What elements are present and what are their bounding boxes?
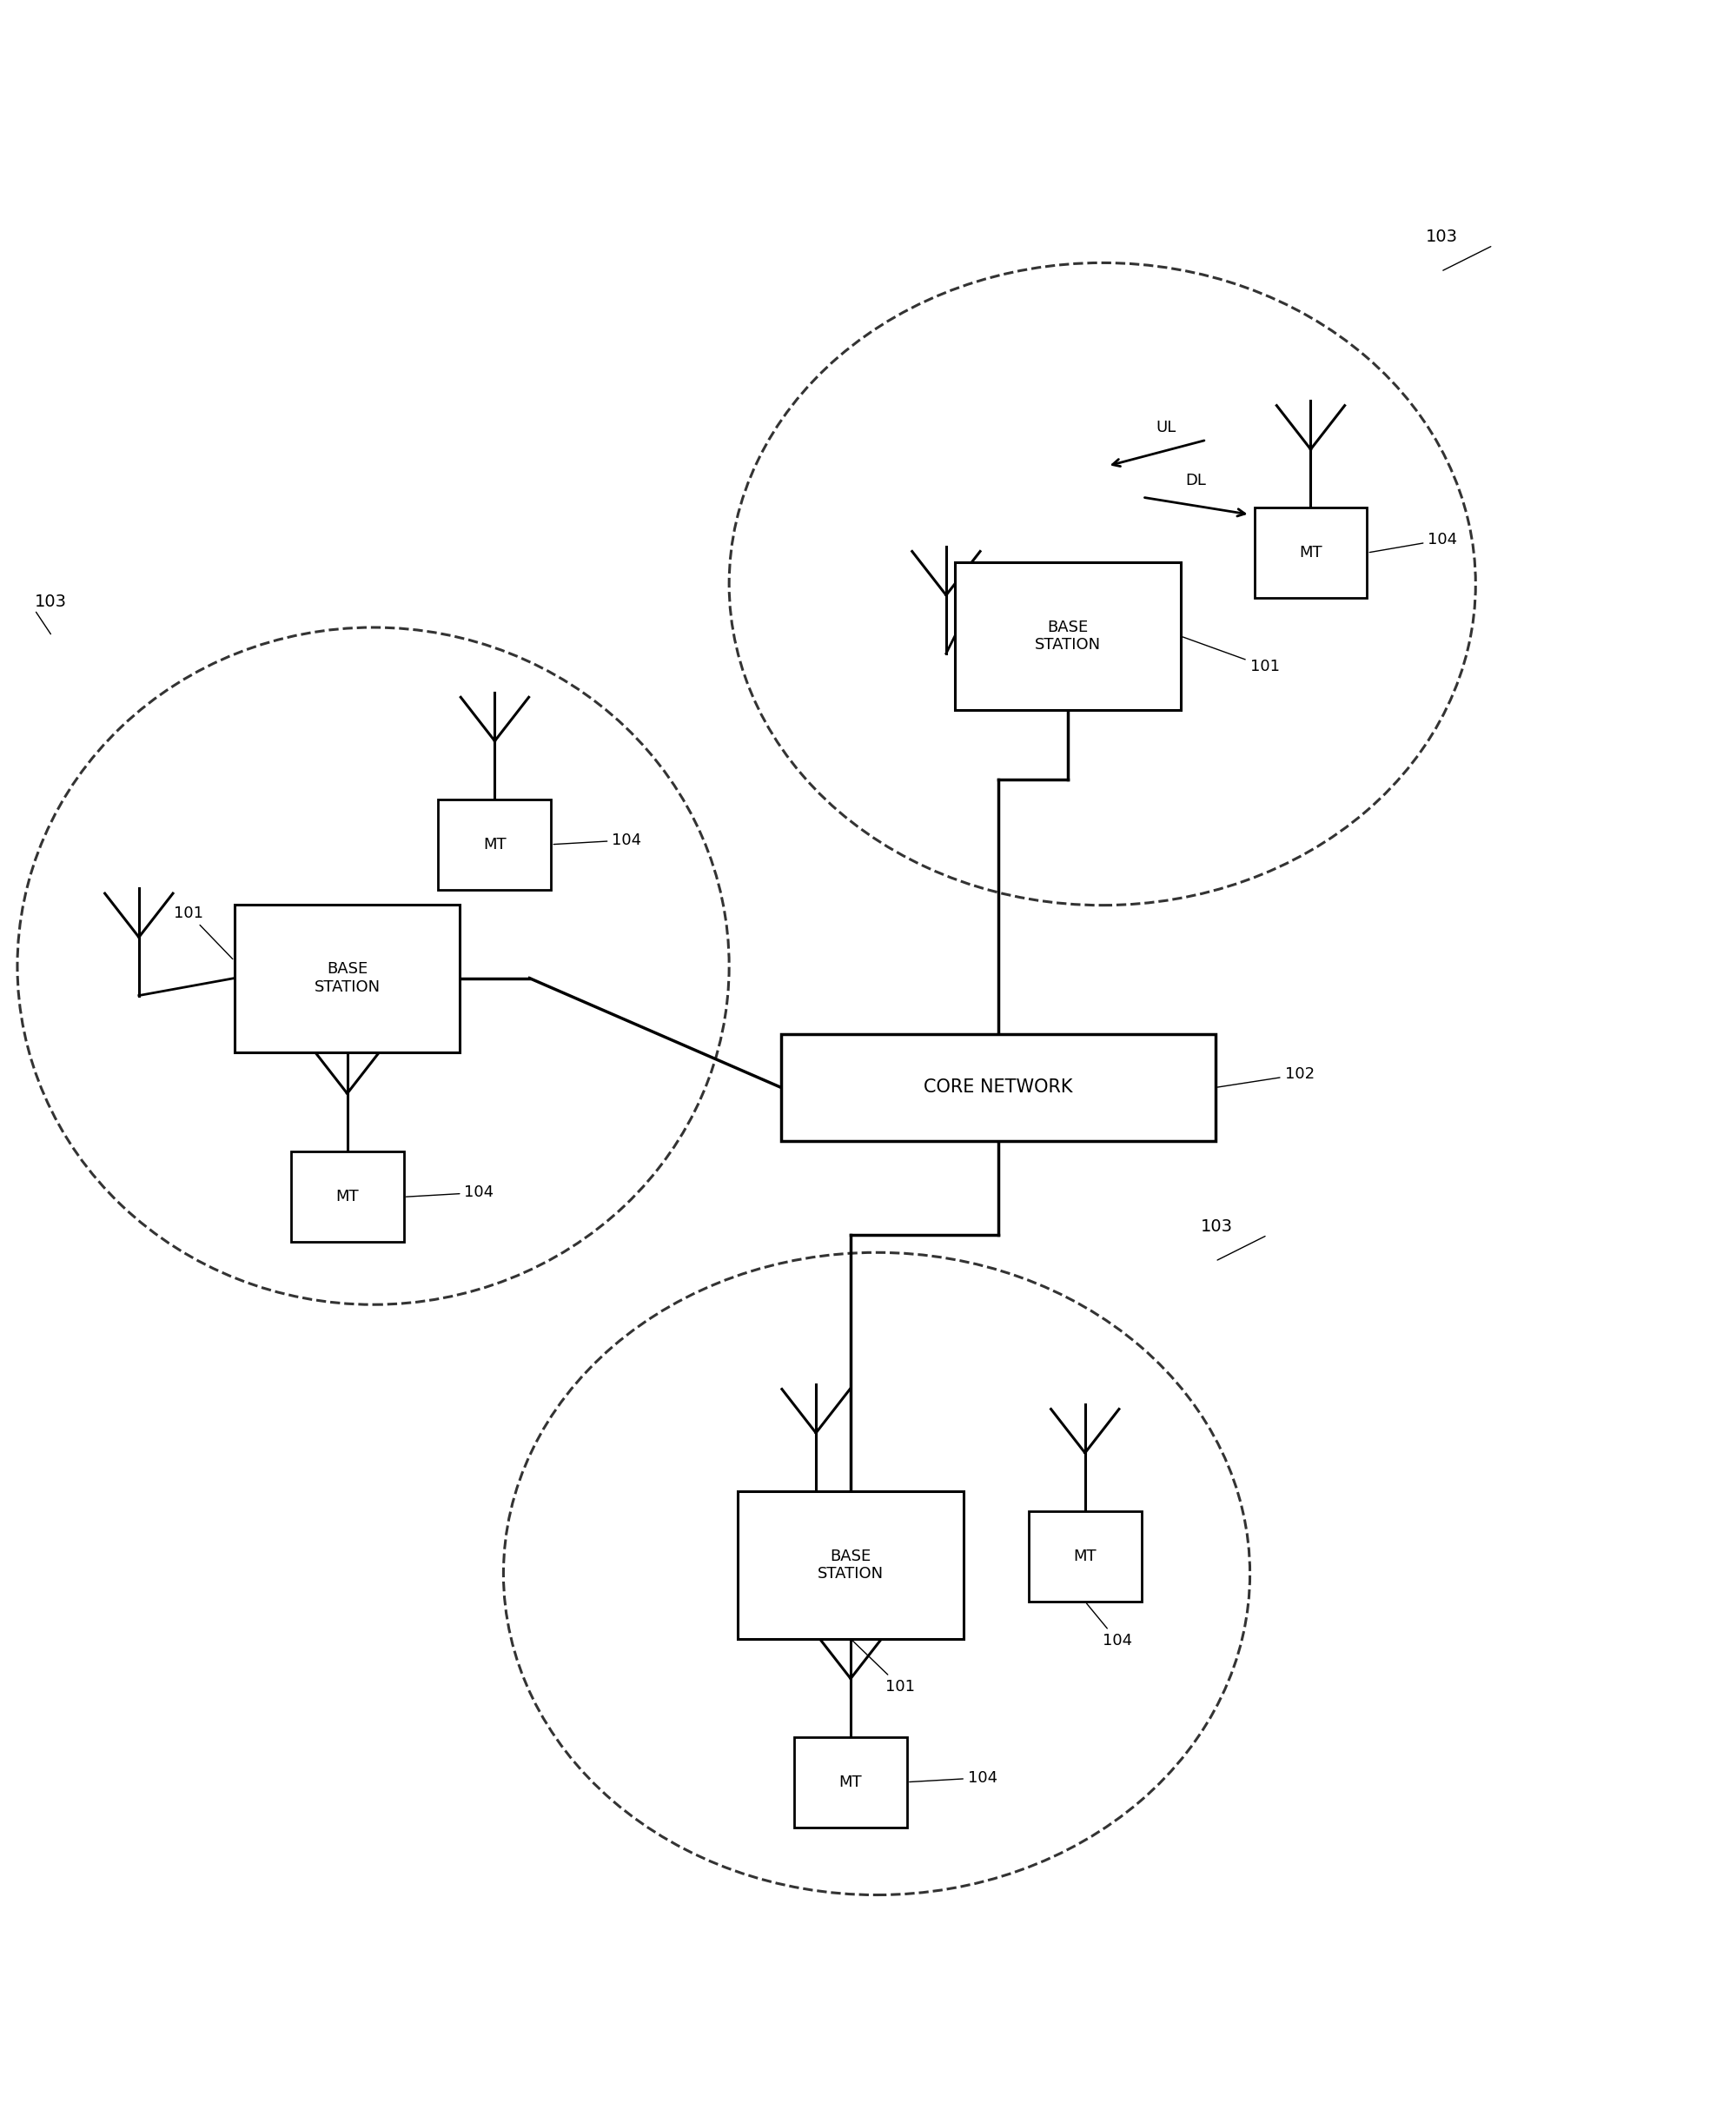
Text: 104: 104 bbox=[1370, 533, 1458, 552]
Bar bbox=[1253, 507, 1368, 599]
Text: 104: 104 bbox=[910, 1771, 998, 1785]
Bar bbox=[955, 563, 1180, 709]
Text: 102: 102 bbox=[1217, 1066, 1314, 1087]
Text: MT: MT bbox=[335, 1189, 359, 1204]
Text: MT: MT bbox=[1299, 546, 1323, 560]
Text: 101: 101 bbox=[174, 904, 233, 960]
Ellipse shape bbox=[17, 628, 729, 1304]
Bar bbox=[437, 800, 550, 890]
Bar bbox=[1028, 1512, 1142, 1601]
Text: 104: 104 bbox=[554, 832, 642, 847]
Ellipse shape bbox=[729, 263, 1476, 904]
Text: CORE NETWORK: CORE NETWORK bbox=[924, 1078, 1073, 1095]
Text: BASE
STATION: BASE STATION bbox=[1035, 620, 1101, 654]
Text: 101: 101 bbox=[1182, 637, 1279, 675]
Bar bbox=[738, 1490, 963, 1639]
Text: BASE
STATION: BASE STATION bbox=[314, 962, 380, 996]
Text: BASE
STATION: BASE STATION bbox=[818, 1548, 884, 1582]
Text: 103: 103 bbox=[1425, 229, 1458, 246]
Bar bbox=[234, 904, 460, 1053]
Bar bbox=[795, 1737, 906, 1828]
Text: 103: 103 bbox=[35, 594, 68, 609]
Text: 101: 101 bbox=[852, 1641, 915, 1694]
Bar bbox=[781, 1034, 1215, 1142]
Bar bbox=[292, 1153, 403, 1242]
Text: MT: MT bbox=[1073, 1548, 1097, 1565]
Text: MT: MT bbox=[838, 1775, 863, 1790]
Text: MT: MT bbox=[483, 836, 507, 851]
Ellipse shape bbox=[503, 1253, 1250, 1896]
Text: UL: UL bbox=[1156, 420, 1175, 435]
Text: 103: 103 bbox=[1200, 1219, 1233, 1236]
Text: DL: DL bbox=[1186, 473, 1207, 488]
Text: 104: 104 bbox=[1087, 1603, 1132, 1647]
Text: 104: 104 bbox=[406, 1185, 495, 1199]
